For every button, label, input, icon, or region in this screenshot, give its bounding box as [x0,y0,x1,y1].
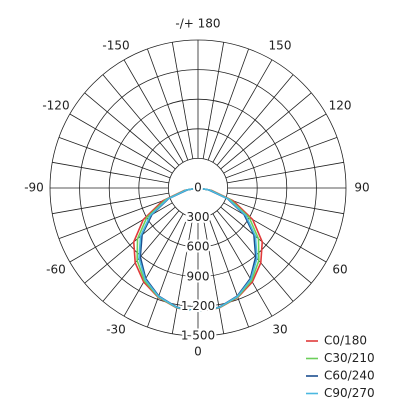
spoke [227,192,344,215]
spoke [123,59,184,163]
spoke [52,192,169,215]
spoke [69,202,173,263]
angle-tick-label: -60 [46,263,66,277]
legend-label: C60/240 [324,369,375,383]
radial-tick-label: 1 500 [181,329,215,343]
angle-tick-label: -90 [24,181,44,195]
spoke [202,42,225,159]
spoke [220,206,312,284]
angle-tick-label: -/+ 180 [175,17,220,31]
intensity-curve [138,187,258,313]
spoke [58,137,171,179]
spoke [212,59,273,163]
spoke [227,161,344,184]
angle-tick-label: -150 [102,38,129,52]
angle-tick-label: 0 [194,345,202,359]
radial-tick-label: 600 [187,240,210,254]
angle-tick-label: -30 [106,323,126,337]
spoke [84,92,176,170]
radial-tick-label: 0 [194,181,202,195]
spoke [147,215,189,328]
angle-tick-label: 30 [272,323,287,337]
angle-tick-label: -120 [42,99,69,113]
radial-tick-label: 1 200 [181,299,215,313]
spoke [58,197,171,239]
angle-tick-label: 150 [269,38,292,52]
spoke [225,197,338,239]
spoke [207,215,249,328]
spoke [223,113,327,174]
spoke [171,217,194,334]
spoke [202,217,225,334]
spoke [223,202,327,263]
spoke [84,206,176,284]
spoke [52,161,169,184]
spoke [171,42,194,159]
legend-label: C0/180 [324,334,367,348]
radial-tick-label: 900 [187,269,210,283]
legend-label: C90/270 [324,386,375,400]
angle-tick-label: 90 [354,181,369,195]
angle-tick-label: 60 [332,263,347,277]
legend-label: C30/210 [324,351,375,365]
radial-tick-label: 300 [187,210,210,224]
spoke [147,48,189,161]
spoke [123,213,184,317]
spoke [69,113,173,174]
spoke [216,74,294,166]
spoke [207,48,249,161]
spoke [102,74,180,166]
spoke [225,137,338,179]
spoke [212,213,273,317]
angle-tick-label: 120 [329,99,352,113]
spoke [220,92,312,170]
